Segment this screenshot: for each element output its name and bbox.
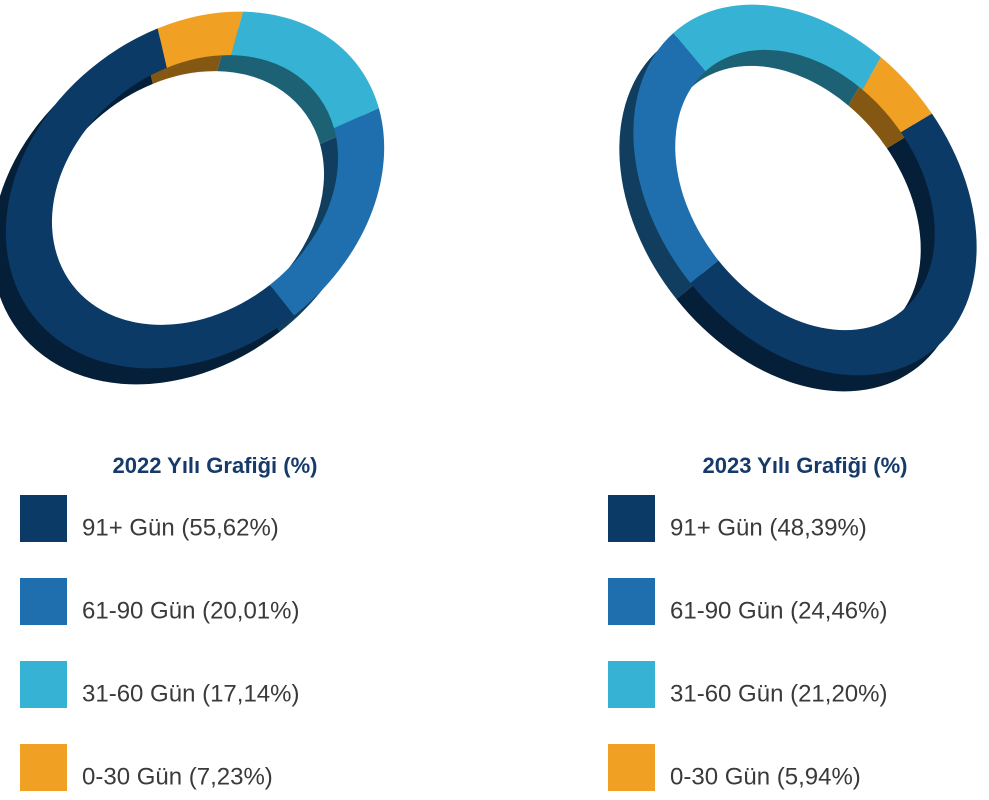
slice bbox=[231, 11, 379, 129]
chart-title: 2023 Yılı Grafiği (%) bbox=[702, 453, 907, 478]
legend-swatch bbox=[608, 578, 655, 625]
legend-label: 31-60 Gün (17,14%) bbox=[82, 680, 299, 707]
slice bbox=[690, 113, 977, 376]
legend-swatch bbox=[20, 744, 67, 791]
legend-swatch bbox=[608, 495, 655, 542]
donut bbox=[633, 4, 977, 376]
chart-title: 2022 Yılı Grafiği (%) bbox=[112, 453, 317, 478]
legend-label: 31-60 Gün (21,20%) bbox=[670, 680, 887, 707]
donut bbox=[5, 11, 385, 369]
legend-swatch bbox=[608, 744, 655, 791]
legend-swatch bbox=[20, 495, 67, 542]
legend-swatch bbox=[20, 661, 67, 708]
donut-depth bbox=[0, 27, 371, 385]
donut-depth bbox=[619, 20, 963, 392]
slice bbox=[862, 57, 932, 133]
legend-label: 91+ Gün (48,39%) bbox=[670, 514, 867, 541]
legend-swatch bbox=[608, 661, 655, 708]
legend-label: 91+ Gün (55,62%) bbox=[82, 514, 279, 541]
legend-label: 61-90 Gün (20,01%) bbox=[82, 597, 299, 624]
legend-label: 0-30 Gün (7,23%) bbox=[82, 763, 273, 790]
slice bbox=[269, 108, 385, 316]
slice bbox=[5, 28, 295, 369]
slice bbox=[157, 11, 243, 68]
legend-label: 61-90 Gün (24,46%) bbox=[670, 597, 887, 624]
slice-shade bbox=[255, 124, 371, 332]
slice bbox=[633, 32, 719, 284]
legend-label: 0-30 Gün (5,94%) bbox=[670, 763, 861, 790]
slice bbox=[673, 4, 881, 90]
legend-swatch bbox=[20, 578, 67, 625]
